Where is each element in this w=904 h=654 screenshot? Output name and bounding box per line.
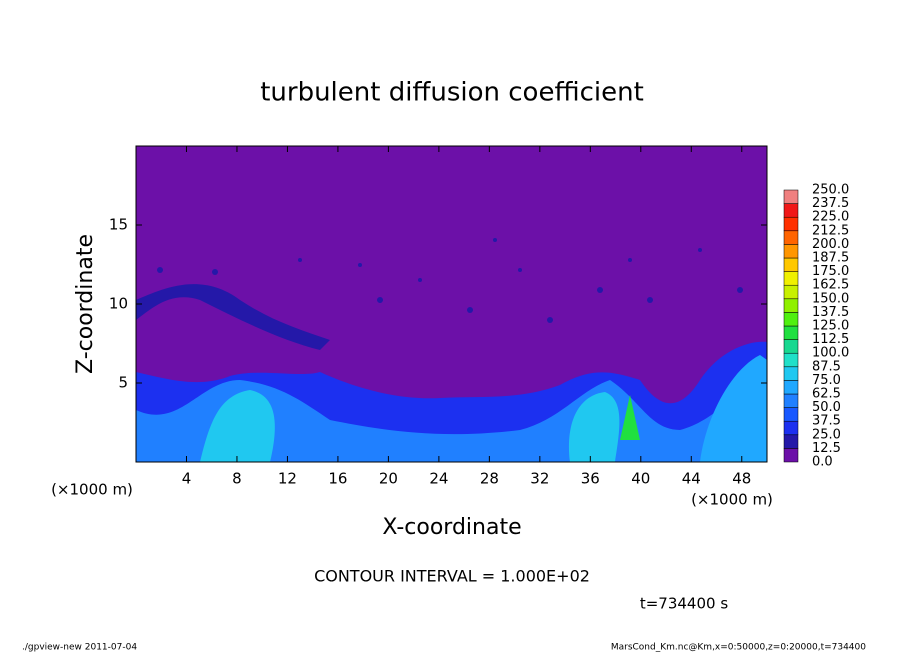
y-tick-label: 5: [118, 374, 128, 392]
x-tick-label: 32: [530, 470, 549, 488]
colorbar-label: 0.0: [812, 455, 833, 470]
colorbar-label: 87.5: [812, 359, 841, 374]
x-tick-label: 40: [631, 470, 650, 488]
colorbar-swatch: [783, 393, 799, 408]
x-tick-label: 12: [278, 470, 297, 488]
time-label: t=734400 s: [640, 595, 728, 613]
colorbar-swatch: [783, 434, 799, 449]
y-tick-label: 15: [109, 216, 128, 234]
colorbar-label: 175.0: [812, 264, 849, 279]
colorbar-label: 12.5: [812, 441, 841, 456]
colorbar-swatch: [783, 216, 799, 232]
colorbar-swatch: [783, 420, 799, 436]
colorbar-label: 25.0: [812, 427, 841, 442]
x-tick-label: 44: [682, 470, 701, 488]
colorbar-label: 75.0: [812, 373, 841, 388]
colorbar-swatch: [783, 271, 799, 286]
colorbar-label: 112.5: [812, 332, 849, 347]
x-tick-label: 16: [328, 470, 347, 488]
colorbar-label: 187.5: [812, 251, 849, 266]
chart-title: turbulent diffusion coefficient: [260, 78, 644, 108]
colorbar-label: 137.5: [812, 305, 849, 320]
colorbar-label: 100.0: [812, 346, 849, 361]
contour-interval: CONTOUR INTERVAL = 1.000E+02: [314, 567, 590, 586]
x-tick-label: 4: [182, 470, 192, 488]
x-tick-label: 48: [732, 470, 751, 488]
colorbar-label: 150.0: [812, 291, 849, 306]
colorbar-swatch: [783, 298, 799, 313]
y-tick-label: 10: [109, 295, 128, 313]
x-tick-label: 36: [581, 470, 600, 488]
colorbar-swatch: [783, 312, 799, 327]
footer-right: MarsCond_Km.nc@Km,x=0:50000,z=0:20000,t=…: [611, 643, 866, 653]
colorbar-label: 37.5: [812, 414, 841, 429]
x-tick-label: 24: [429, 470, 448, 488]
field: [136, 146, 767, 462]
colorbar-swatch: [783, 244, 799, 259]
y-axis-label: Z-coordinate: [73, 234, 98, 374]
colorbar-label: 125.0: [812, 319, 849, 334]
colorbar-swatch: [783, 352, 799, 368]
colorbar-label: 250.0: [812, 183, 849, 198]
colorbar-label: 200.0: [812, 237, 849, 252]
colorbar-swatch: [783, 448, 799, 463]
colorbar-swatch: [783, 407, 799, 422]
colorbar-swatch: [783, 257, 799, 272]
colorbar-label: 62.5: [812, 387, 841, 402]
x-tick-label: 28: [480, 470, 499, 488]
colorbar-label: 225.0: [812, 210, 849, 225]
colorbar-swatch: [783, 380, 799, 395]
x-unit-label: (×1000 m): [691, 491, 773, 509]
x-unit-label: (×1000 m): [51, 481, 133, 499]
colorbar-swatch: [783, 203, 799, 218]
footer-left: ./gpview-new 2011-07-04: [22, 643, 137, 653]
colorbar-swatch: [783, 284, 799, 300]
x-axis-label: X-coordinate: [382, 515, 521, 540]
colorbar-label: 237.5: [812, 196, 849, 211]
colorbar-label: 50.0: [812, 400, 841, 415]
colorbar-swatch: [783, 230, 799, 245]
colorbar-label: 212.5: [812, 223, 849, 238]
colorbar-swatch: [783, 366, 799, 381]
colorbar-swatch: [783, 189, 799, 204]
colorbar-swatch: [783, 325, 799, 340]
colorbar-swatch: [783, 339, 799, 354]
colorbar-label: 162.5: [812, 278, 849, 293]
x-tick-label: 8: [232, 470, 242, 488]
x-tick-label: 20: [379, 470, 398, 488]
